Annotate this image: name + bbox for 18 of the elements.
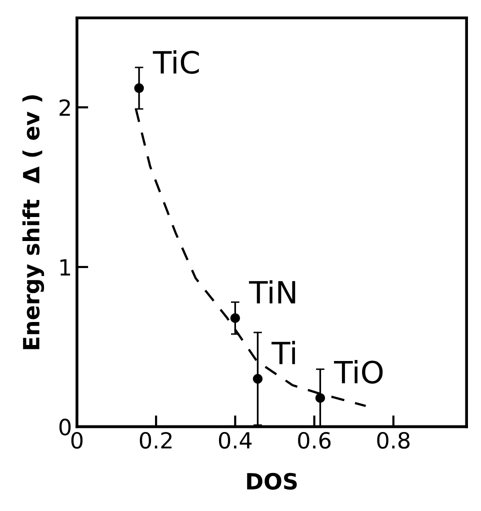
point <box>315 393 326 403</box>
x-tick-label: 0.2 <box>140 432 172 449</box>
annotation: TiC <box>152 50 199 74</box>
annotation: Ti <box>272 340 295 364</box>
x-tick-label: 0 <box>71 432 83 449</box>
point <box>252 374 263 384</box>
annotation: TiO <box>334 360 383 384</box>
y-axis-title: Energy shift Δ ( ev ) <box>22 95 44 350</box>
point <box>134 83 144 94</box>
y-tick-label: 0 <box>59 418 71 436</box>
x-tick-label: 0.8 <box>377 432 410 449</box>
y-tick-label: 2 <box>60 99 70 116</box>
x-axis-title: DOS <box>247 472 297 490</box>
x-tick-label: 0.6 <box>298 432 331 449</box>
y-tick-label: 1 <box>60 259 70 276</box>
x-tick-label: 0.4 <box>218 432 252 449</box>
annotation: TiN <box>248 280 296 304</box>
point <box>230 313 240 323</box>
